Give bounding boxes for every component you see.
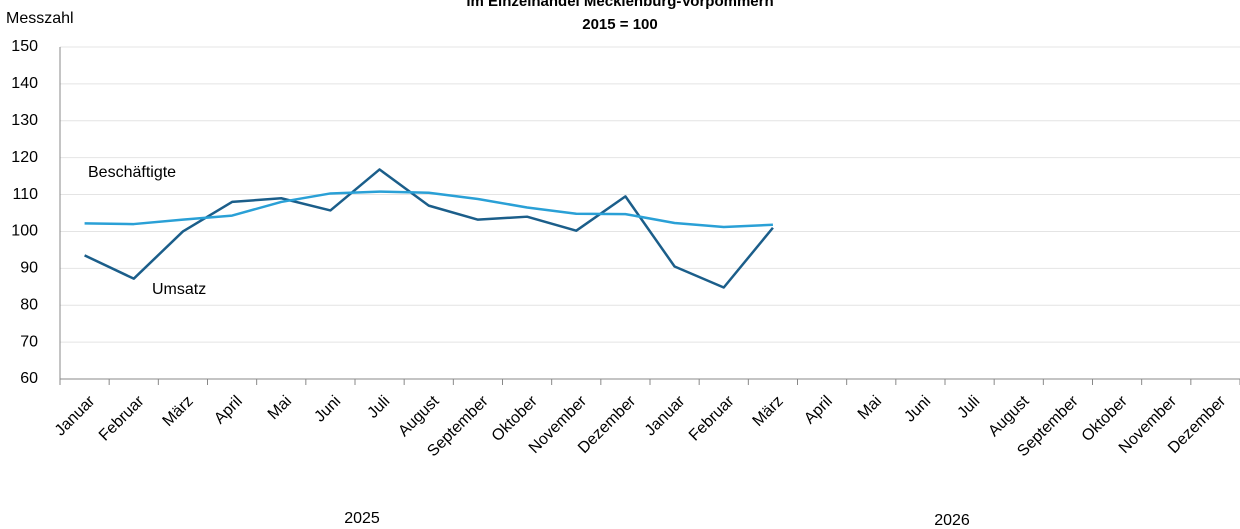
x-tick-label: Juli bbox=[364, 393, 393, 422]
x-tick-label: März bbox=[160, 393, 197, 430]
line-series bbox=[84, 190, 773, 229]
x-tick-label: April bbox=[801, 393, 836, 428]
x-tick-label: August bbox=[395, 392, 443, 440]
chart-subtitle: 2015 = 100 bbox=[582, 16, 658, 33]
y-tick-label: 100 bbox=[11, 223, 38, 240]
x-tick-label: Januar bbox=[52, 392, 99, 439]
x-tick-label: Juni bbox=[311, 393, 344, 426]
x-tick-label: Mai bbox=[855, 393, 885, 423]
x-tick-label: Februar bbox=[686, 392, 738, 444]
y-tick-label: 140 bbox=[11, 75, 38, 92]
year-label: 2025 bbox=[344, 510, 380, 527]
y-tick-label: 70 bbox=[20, 333, 38, 350]
x-tick-label: Juni bbox=[901, 393, 934, 426]
x-tick-label: Mai bbox=[265, 393, 295, 423]
x-tick-label: Februar bbox=[96, 392, 148, 444]
y-axis-label: Messzahl bbox=[6, 10, 74, 27]
x-tick-label: August bbox=[985, 392, 1033, 440]
x-tick-label: April bbox=[211, 393, 246, 428]
x-tick-label: März bbox=[750, 393, 787, 430]
x-tick-label: Juli bbox=[954, 393, 983, 422]
series-label: Umsatz bbox=[152, 281, 206, 298]
chart-title: im Einzelhandel Mecklenburg-Vorpommern bbox=[466, 0, 773, 10]
y-tick-label: 150 bbox=[11, 38, 38, 55]
line-series bbox=[84, 168, 774, 289]
y-tick-label: 90 bbox=[20, 260, 38, 277]
x-tick-label: Januar bbox=[642, 392, 689, 439]
y-tick-label: 110 bbox=[12, 186, 38, 203]
y-tick-label: 120 bbox=[11, 149, 38, 166]
y-tick-label: 80 bbox=[20, 296, 38, 313]
y-tick-label: 60 bbox=[20, 370, 38, 387]
series-label: Beschäftigte bbox=[88, 164, 176, 181]
year-label: 2026 bbox=[934, 512, 970, 529]
y-tick-label: 130 bbox=[11, 112, 38, 129]
